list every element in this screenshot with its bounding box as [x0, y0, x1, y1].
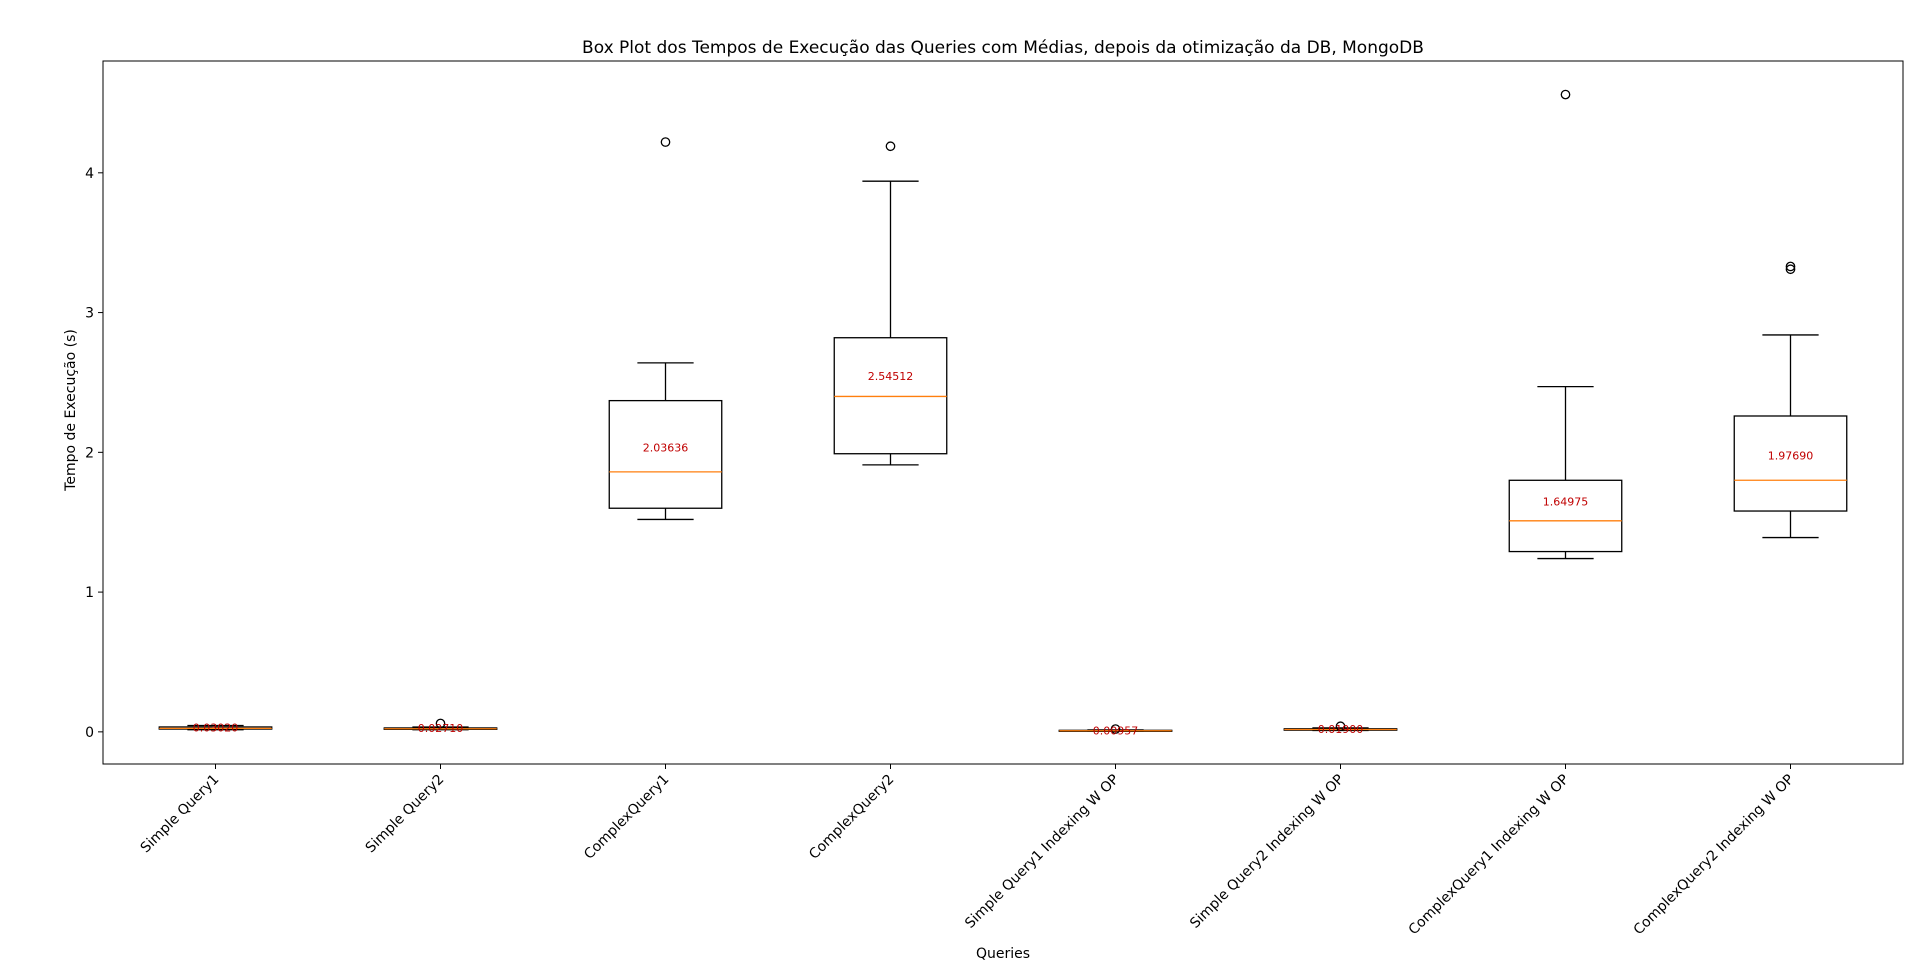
y-tick-label: 1 [85, 585, 94, 601]
box-iqr [608, 399, 723, 509]
x-tick-label: ComplexQuery1 [581, 772, 672, 863]
x-tick-label: Simple Query1 [138, 772, 223, 857]
outlier-point [1785, 261, 1796, 272]
mean-label: 2.54512 [868, 370, 914, 383]
boxes-layer: 0.03020 0.02710 2.03636 2.54512 0.00957 0.019… [158, 89, 1848, 738]
outlier-point [1110, 724, 1121, 734]
outlier-point [885, 141, 896, 152]
x-tick-label: ComplexQuery2 [806, 772, 897, 863]
outlier-point [1335, 721, 1346, 732]
x-tick-label: Simple Query1 Indexing W OP [962, 772, 1122, 932]
x-tick-label: Simple Query2 [363, 772, 448, 857]
y-tick-label: 3 [85, 306, 94, 322]
box-iqr [1733, 415, 1848, 512]
box-iqr [1508, 479, 1623, 553]
box-4: 2.54512 [833, 141, 948, 466]
y-tick-label: 0 [85, 725, 94, 741]
x-tick-label: Simple Query2 Indexing W OP [1187, 772, 1347, 932]
x-axis-ticks: Simple Query1 Simple Query2 ComplexQuery1 C… [138, 764, 1798, 939]
mean-label: 0.01900 [1318, 723, 1364, 736]
mean-label: 0.00957 [1093, 725, 1139, 738]
mean-label: 0.02710 [418, 722, 464, 735]
mean-label: 1.97690 [1768, 450, 1814, 463]
box-5: 0.00957 [1058, 724, 1173, 738]
outlier-point [435, 718, 446, 729]
box-6: 0.01900 [1283, 721, 1398, 736]
box-3: 2.03636 [608, 137, 723, 521]
x-tick-label: ComplexQuery1 Indexing W OP [1406, 772, 1573, 939]
chart-title: Box Plot dos Tempos de Execução das Quer… [582, 38, 1424, 58]
x-axis-label: Queries [976, 946, 1030, 962]
box-iqr [833, 337, 948, 455]
outlier-point [1785, 264, 1796, 275]
box-7: 1.64975 [1508, 89, 1623, 560]
y-tick-label: 4 [85, 166, 94, 182]
box-8: 1.97690 [1733, 261, 1848, 539]
y-axis-ticks: 0 1 2 3 4 [85, 166, 103, 741]
mean-label: 0.03020 [193, 722, 239, 735]
plot-area-frame [102, 60, 1904, 765]
box-2: 0.02710 [383, 718, 498, 735]
y-tick-label: 2 [85, 445, 94, 461]
outlier-point [1560, 89, 1571, 100]
box-1: 0.03020 [158, 722, 273, 735]
x-tick-label: ComplexQuery2 Indexing W OP [1631, 772, 1798, 939]
mean-label: 1.64975 [1543, 495, 1589, 508]
mean-label: 2.03636 [643, 441, 689, 454]
y-axis-label: Tempo de Execução (s) [63, 329, 79, 492]
outlier-point [660, 137, 671, 147]
